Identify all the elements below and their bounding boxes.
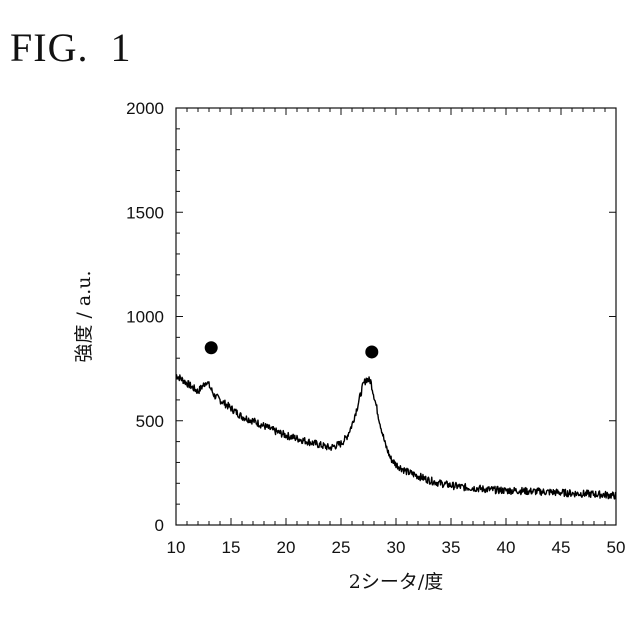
x-axis-title: 2シータ/度: [349, 571, 444, 593]
peak-marker: [205, 341, 218, 354]
tick-labels: 1015202530354045500500100015002000: [126, 99, 625, 557]
y-tick-label: 1500: [126, 203, 164, 222]
y-tick-label: 1000: [126, 308, 164, 327]
x-tick-label: 10: [167, 538, 186, 557]
x-tick-label: 50: [607, 538, 626, 557]
x-tick-label: 35: [442, 538, 461, 557]
y-axis-title: 強度 / a.u.: [73, 270, 95, 362]
x-tick-label: 45: [552, 538, 571, 557]
peak-marker: [365, 345, 378, 358]
y-tick-label: 0: [155, 516, 164, 535]
series-line: [176, 375, 616, 499]
x-tick-label: 15: [222, 538, 241, 557]
x-tick-label: 20: [277, 538, 296, 557]
x-tick-label: 25: [332, 538, 351, 557]
series-layer: [176, 375, 616, 499]
y-tick-label: 500: [136, 412, 164, 431]
y-tick-label: 2000: [126, 99, 164, 118]
marker-layer: [205, 341, 379, 358]
x-tick-label: 40: [497, 538, 516, 557]
x-tick-label: 30: [387, 538, 406, 557]
